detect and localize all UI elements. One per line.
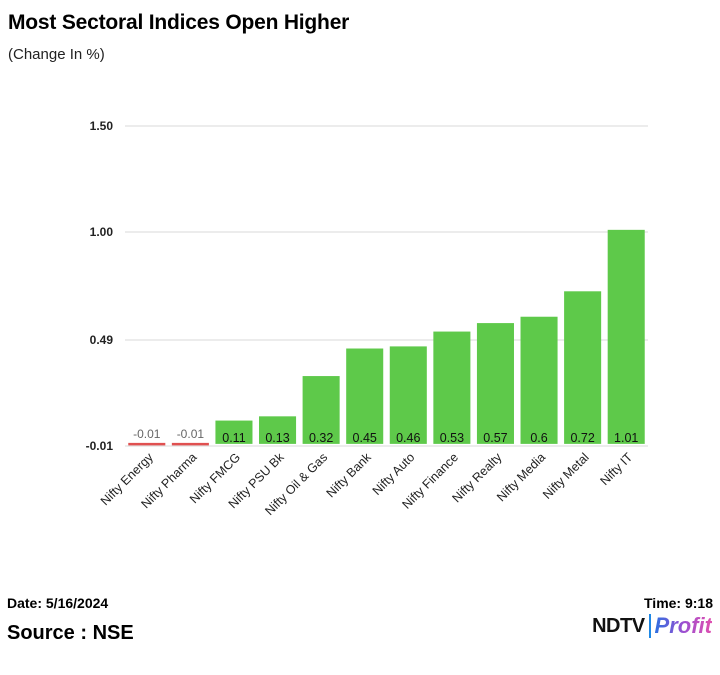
data-label: 0.53 bbox=[440, 431, 464, 445]
x-tick-label: Nifty Metal bbox=[540, 450, 592, 502]
chart-subtitle: (Change In %) bbox=[8, 46, 105, 63]
bar bbox=[259, 416, 297, 444]
data-label: 0.57 bbox=[483, 431, 507, 445]
y-tick-label: -0.01 bbox=[86, 439, 114, 453]
bar bbox=[346, 348, 384, 444]
bar bbox=[564, 291, 602, 444]
x-tick-label: Nifty IT bbox=[597, 450, 635, 488]
y-tick-label: 1.00 bbox=[90, 225, 114, 239]
data-label: 0.11 bbox=[222, 431, 245, 445]
data-label: 0.13 bbox=[265, 431, 289, 445]
x-tick-label: Nifty Bank bbox=[324, 450, 375, 501]
bar bbox=[607, 229, 645, 444]
data-label: 0.72 bbox=[570, 431, 594, 445]
data-label: 1.01 bbox=[614, 431, 638, 445]
bar bbox=[389, 346, 427, 444]
logo-divider bbox=[648, 614, 651, 638]
data-label: 0.32 bbox=[309, 431, 333, 445]
ndtv-profit-logo: NDTV Profit bbox=[592, 612, 712, 640]
data-label: 0.46 bbox=[396, 431, 420, 445]
footer-source: Source : NSE bbox=[7, 622, 134, 644]
data-label: 0.45 bbox=[353, 431, 377, 445]
bar bbox=[171, 442, 209, 446]
data-label: -0.01 bbox=[133, 427, 161, 441]
bar bbox=[433, 331, 471, 444]
y-tick-label: 0.49 bbox=[90, 333, 114, 347]
bar bbox=[128, 442, 166, 446]
y-tick-label: 1.50 bbox=[90, 119, 114, 133]
bar bbox=[476, 323, 514, 444]
footer-time: Time: 9:18 bbox=[644, 595, 713, 611]
data-label: -0.01 bbox=[177, 427, 205, 441]
bar bbox=[302, 376, 340, 444]
bar bbox=[520, 316, 558, 444]
logo-brand: NDTV bbox=[592, 614, 645, 637]
logo-sub: Profit bbox=[654, 613, 712, 638]
data-label: 0.6 bbox=[530, 431, 547, 445]
bar bbox=[215, 420, 253, 444]
footer-date: Date: 5/16/2024 bbox=[7, 595, 109, 611]
chart-title: Most Sectoral Indices Open Higher bbox=[8, 11, 350, 34]
